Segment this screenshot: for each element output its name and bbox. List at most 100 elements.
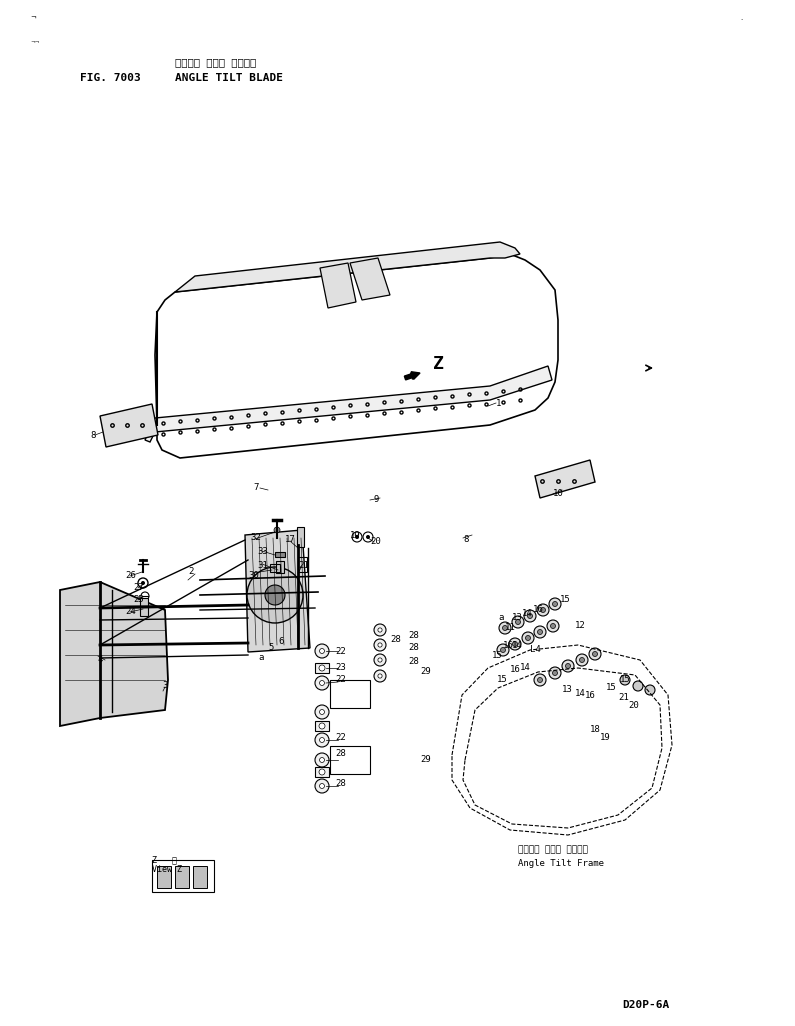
Text: 26: 26 [125, 571, 136, 581]
Text: 19: 19 [600, 734, 611, 743]
Circle shape [550, 624, 556, 629]
Circle shape [374, 639, 386, 652]
Circle shape [589, 648, 601, 660]
Text: 16: 16 [503, 640, 514, 649]
Circle shape [502, 626, 507, 631]
Bar [315, 663, 329, 673]
Polygon shape [175, 242, 520, 292]
Circle shape [534, 626, 546, 638]
Circle shape [274, 527, 280, 532]
Circle shape [374, 654, 386, 666]
Circle shape [378, 628, 382, 632]
Polygon shape [350, 258, 390, 300]
Circle shape [320, 784, 324, 788]
Bar [193, 866, 207, 887]
Text: 28: 28 [408, 631, 419, 639]
Circle shape [553, 601, 557, 606]
Text: a: a [498, 614, 503, 623]
Circle shape [592, 652, 598, 657]
Circle shape [319, 665, 325, 671]
Circle shape [378, 674, 382, 678]
Polygon shape [245, 530, 310, 652]
Circle shape [501, 647, 506, 653]
Text: 29: 29 [420, 755, 431, 764]
Text: 28: 28 [335, 780, 346, 789]
Text: 14: 14 [522, 609, 533, 619]
Text: 28: 28 [408, 643, 419, 653]
Text: 15: 15 [497, 675, 508, 684]
Text: 20: 20 [370, 538, 381, 547]
Bar [140, 598, 148, 616]
Text: 19: 19 [350, 530, 361, 540]
Circle shape [509, 638, 521, 650]
Circle shape [315, 733, 329, 747]
Text: 14: 14 [520, 664, 531, 672]
Bar [276, 561, 284, 573]
Circle shape [320, 680, 324, 685]
Bar [298, 557, 307, 573]
Bar [275, 552, 285, 557]
Polygon shape [100, 404, 158, 447]
Text: 10: 10 [553, 489, 564, 499]
Text: L4: L4 [530, 645, 541, 655]
Text: Z   矢: Z 矢 [152, 856, 177, 865]
Text: 1: 1 [496, 398, 502, 407]
Text: 27: 27 [133, 584, 144, 592]
Circle shape [499, 622, 511, 634]
Text: 6: 6 [278, 637, 283, 646]
Text: 17: 17 [285, 536, 296, 545]
Bar [157, 866, 171, 887]
Text: 14: 14 [575, 688, 586, 698]
Text: 12: 12 [575, 621, 586, 630]
Circle shape [355, 535, 359, 539]
Circle shape [320, 710, 324, 714]
Text: 13: 13 [512, 614, 523, 623]
Circle shape [320, 648, 324, 654]
Bar [297, 527, 304, 547]
Text: a: a [258, 654, 263, 663]
Text: 11: 11 [505, 624, 516, 632]
Text: 31: 31 [257, 560, 268, 569]
Text: 4: 4 [98, 656, 103, 665]
Circle shape [512, 616, 524, 628]
Text: 13: 13 [562, 685, 572, 695]
Text: Z: Z [433, 355, 444, 373]
Text: 21: 21 [298, 560, 308, 569]
Circle shape [265, 585, 285, 605]
Bar [270, 564, 280, 573]
Circle shape [541, 607, 545, 613]
Circle shape [319, 770, 325, 775]
Polygon shape [155, 254, 558, 458]
Circle shape [515, 620, 521, 625]
Circle shape [497, 644, 509, 656]
Circle shape [522, 632, 534, 644]
Bar [152, 860, 214, 892]
Polygon shape [535, 460, 595, 498]
Circle shape [366, 535, 370, 539]
Bar [175, 866, 189, 887]
Text: 20: 20 [628, 701, 638, 710]
Text: .: . [740, 15, 743, 21]
Text: 15: 15 [606, 682, 617, 692]
Bar [330, 680, 370, 708]
Text: 16: 16 [585, 692, 595, 701]
Circle shape [549, 598, 561, 610]
Text: 7: 7 [253, 483, 258, 492]
Circle shape [524, 610, 536, 622]
Text: 16: 16 [510, 666, 521, 674]
Text: ¬¬: ¬¬ [30, 40, 40, 45]
Text: Angle Tilt Frame: Angle Tilt Frame [518, 860, 604, 868]
Text: View Z: View Z [152, 866, 182, 874]
Text: ¬: ¬ [30, 15, 36, 21]
Text: 9: 9 [373, 496, 378, 505]
Text: 15: 15 [620, 675, 630, 684]
Circle shape [320, 757, 324, 762]
Text: 30: 30 [248, 570, 258, 580]
Circle shape [580, 658, 584, 663]
Circle shape [549, 667, 561, 679]
Text: アングル チルト フレーム: アングル チルト フレーム [518, 845, 588, 855]
Circle shape [378, 658, 382, 662]
Text: 15: 15 [492, 650, 502, 660]
Text: 15: 15 [560, 595, 571, 604]
Text: 16: 16 [533, 605, 544, 615]
